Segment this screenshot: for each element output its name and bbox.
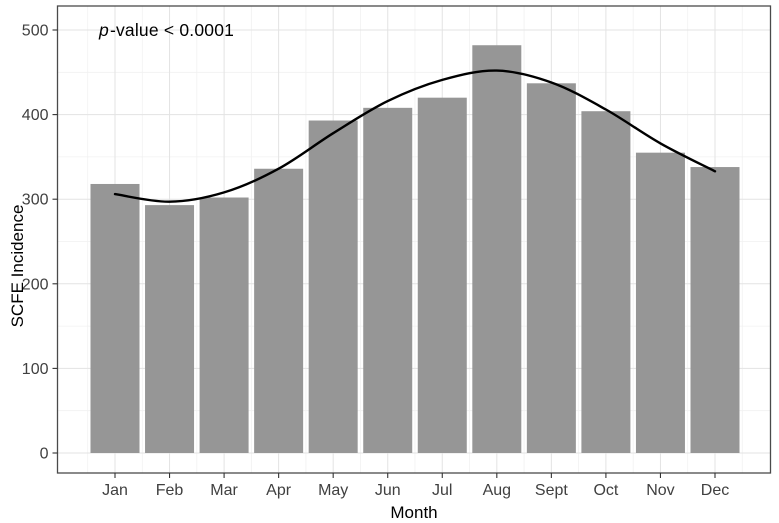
p-value-text: -value < 0.0001 bbox=[109, 20, 235, 40]
bar-oct bbox=[581, 111, 631, 453]
bar-nov bbox=[635, 152, 685, 454]
x-tick-label-sept: Sept bbox=[535, 482, 568, 499]
fit-curve bbox=[113, 69, 717, 203]
y-tick-label: 200 bbox=[22, 276, 49, 293]
x-tick-label-oct: Oct bbox=[593, 482, 618, 499]
x-tick-label-aug: Aug bbox=[483, 482, 511, 499]
x-tick-label-jun: Jun bbox=[375, 482, 401, 499]
bar-aug bbox=[472, 45, 522, 454]
y-tick-label: 400 bbox=[22, 107, 49, 124]
bar-dec bbox=[690, 167, 740, 453]
x-tick-label-apr: Apr bbox=[266, 482, 292, 499]
y-axis-title: SCFE Incidence bbox=[8, 204, 27, 328]
x-tick-label-may: May bbox=[318, 482, 348, 499]
p-value-annotation: p-value < 0.0001 bbox=[99, 20, 234, 41]
bar-jun bbox=[363, 107, 413, 453]
x-tick-label-mar: Mar bbox=[210, 482, 238, 499]
y-tick-label: 0 bbox=[40, 446, 49, 463]
x-tick-label-jan: Jan bbox=[102, 482, 128, 499]
x-axis-title: Month bbox=[390, 503, 438, 522]
y-tick-label: 500 bbox=[22, 23, 49, 40]
p-symbol: p bbox=[99, 20, 109, 40]
bar-apr bbox=[254, 168, 304, 453]
bar-feb bbox=[145, 205, 195, 453]
bar-may bbox=[308, 120, 358, 453]
y-tick-label: 100 bbox=[22, 361, 49, 378]
bar-mar bbox=[199, 197, 249, 453]
panel-border bbox=[56, 5, 772, 474]
x-tick-label-nov: Nov bbox=[646, 482, 674, 499]
bar-sept bbox=[526, 83, 576, 453]
x-tick-label-jul: Jul bbox=[432, 482, 452, 499]
bar-jan bbox=[90, 183, 140, 454]
x-tick-label-dec: Dec bbox=[701, 482, 729, 499]
bar-jul bbox=[417, 97, 467, 454]
y-tick-label: 300 bbox=[22, 192, 49, 209]
x-tick-label-feb: Feb bbox=[156, 482, 184, 499]
